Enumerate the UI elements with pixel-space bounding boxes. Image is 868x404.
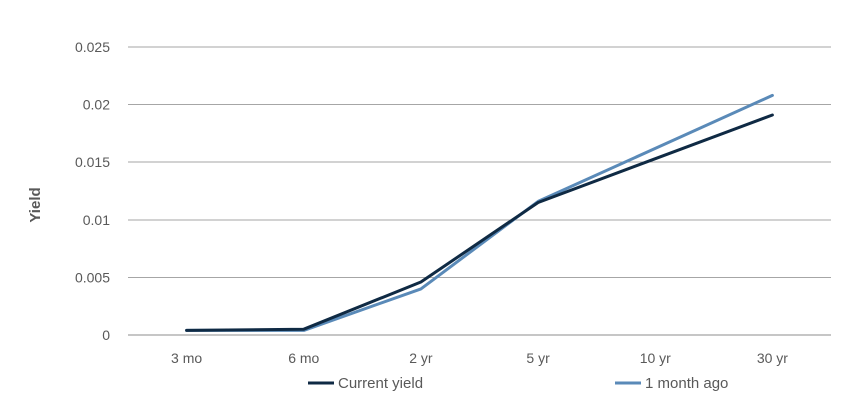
x-tick-label: 10 yr [640, 350, 671, 366]
legend-label-1-month-ago: 1 month ago [645, 375, 728, 392]
x-tick-label: 6 mo [288, 350, 319, 366]
grid-layer [128, 46, 831, 336]
y-tick-label: 0.02 [83, 97, 110, 113]
y-tick-label: 0 [102, 327, 110, 343]
y-tick-label: 0.025 [75, 39, 110, 55]
x-tick-label: 2 yr [409, 350, 433, 366]
series-line-1-month-ago [185, 93, 774, 332]
y-tick-label: 0.01 [83, 212, 110, 228]
x-tick-label: 30 yr [757, 350, 788, 366]
y-axis-ticks: 0 0.005 0.01 0.015 0.02 0.025 [75, 39, 110, 343]
series-layer [185, 93, 774, 332]
x-tick-label: 5 yr [526, 350, 550, 366]
series-line-current-yield [185, 113, 774, 332]
y-tick-label: 0.005 [75, 269, 110, 285]
legend: Current yield 1 month ago [308, 375, 728, 392]
legend-label-current-yield: Current yield [338, 375, 423, 392]
y-tick-label: 0.015 [75, 154, 110, 170]
x-tick-label: 3 mo [171, 350, 202, 366]
x-axis-ticks: 3 mo 6 mo 2 yr 5 yr 10 yr 30 yr [171, 350, 788, 366]
y-axis-title: Yield [27, 187, 44, 222]
